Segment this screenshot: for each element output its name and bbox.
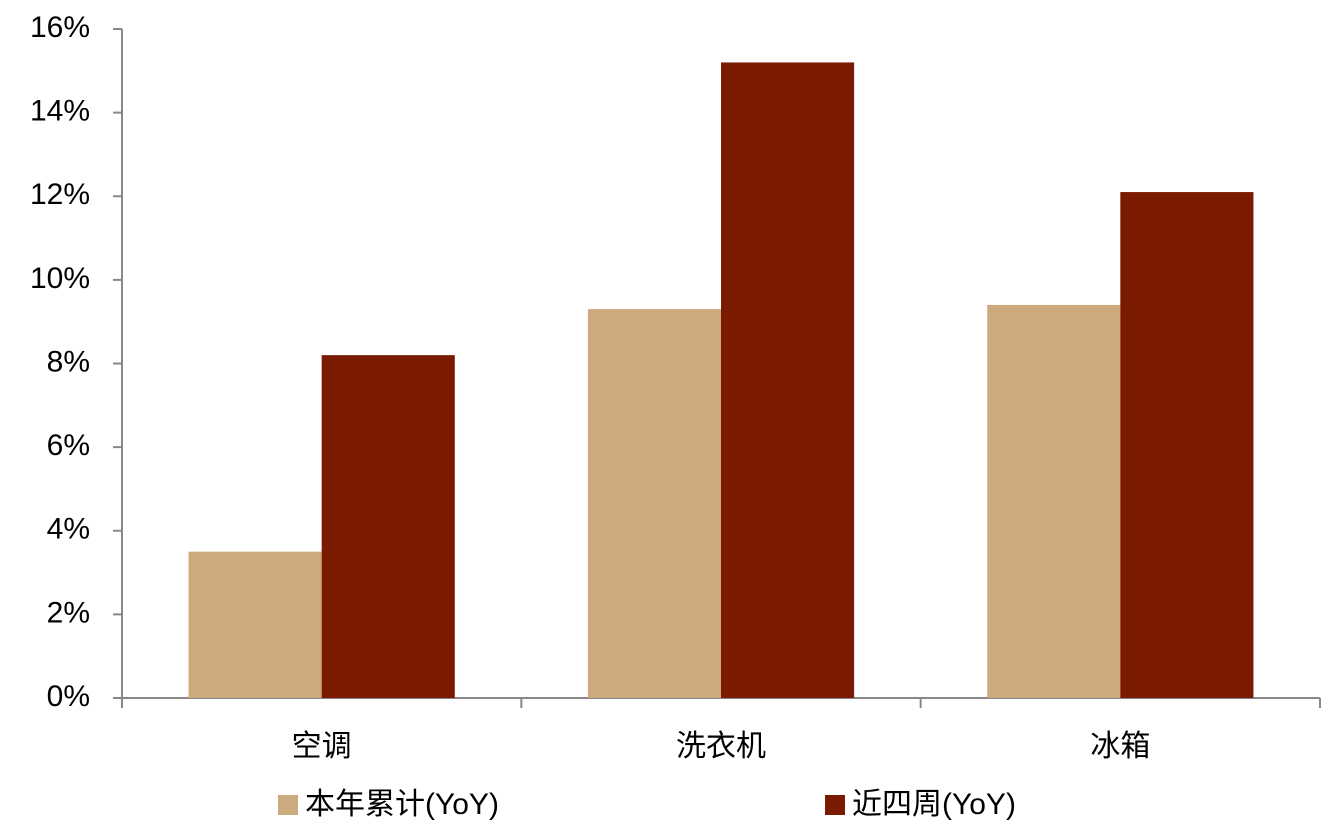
bar [1120,192,1254,698]
y-tick-label: 6% [47,429,90,462]
bar [188,551,322,698]
bar [721,62,855,698]
bar [987,304,1121,698]
y-tick-label: 12% [30,178,90,211]
y-tick-label: 16% [30,11,90,44]
y-tick-label: 0% [47,680,90,713]
y-tick-label: 14% [30,95,90,128]
y-tick-label: 4% [47,513,90,546]
x-tick-label: 冰箱 [1090,730,1150,763]
bar [587,309,721,698]
bar [321,355,455,698]
legend-label: 本年累计(YoY) [305,788,499,821]
y-tick-label: 2% [47,596,90,629]
legend-label: 近四周(YoY) [852,788,1016,821]
y-tick-label: 10% [30,262,90,295]
legend-swatch [825,795,845,815]
x-tick-label: 空调 [292,730,352,763]
x-tick-label: 洗衣机 [676,730,766,763]
y-tick-label: 8% [47,345,90,378]
legend-swatch [278,795,298,815]
